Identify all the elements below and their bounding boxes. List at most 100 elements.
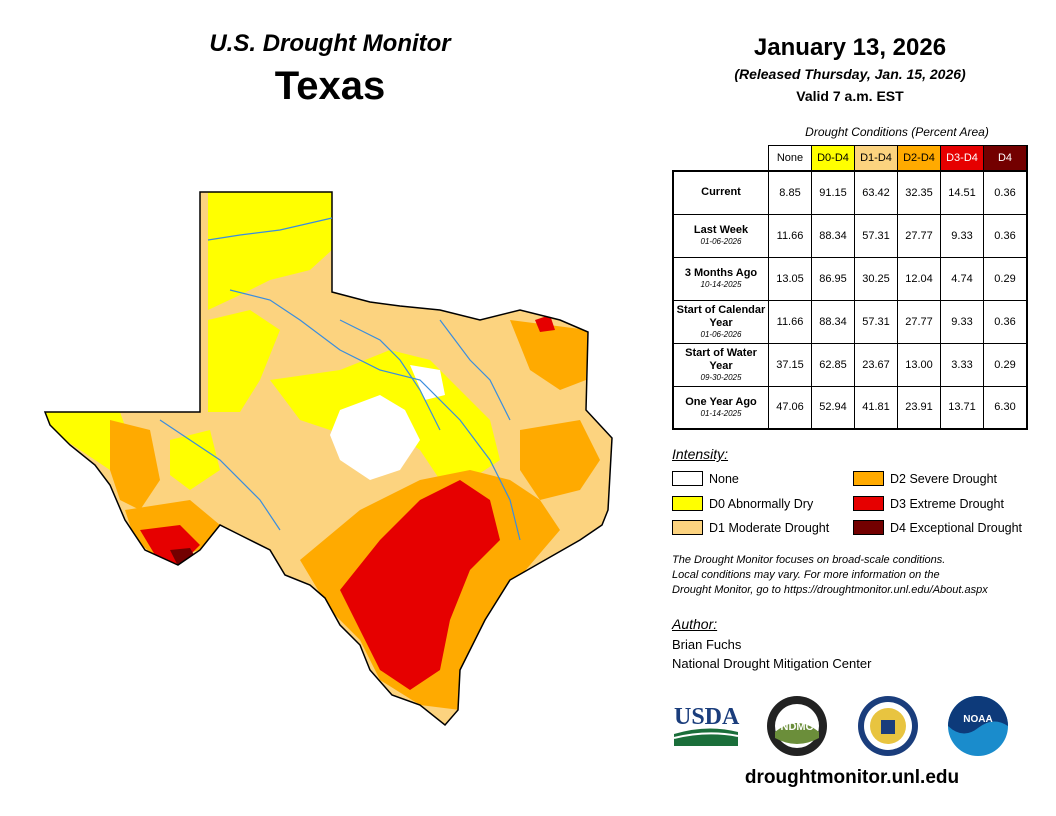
table-row: Start of Calendar Year 01-06-2026 11.66 88.…: [672, 299, 1028, 344]
row-date: 10-14-2025: [700, 280, 742, 289]
texas-drought-map: [43, 191, 613, 727]
state-name: Texas: [274, 64, 386, 108]
legend-label: D0 Abnormally Dry: [709, 496, 814, 511]
cell-value: 62.85: [811, 342, 855, 387]
table-caption: Drought Conditions (Percent Area): [805, 125, 989, 139]
usda-text: USDA: [674, 704, 740, 730]
legend-swatch: [672, 471, 703, 486]
noaa-logo: NOAA: [943, 694, 1013, 758]
d0-west: [170, 430, 220, 490]
cell-value: 88.34: [811, 299, 855, 344]
cell-value: 52.94: [811, 385, 855, 430]
d3-northeast: [535, 315, 555, 332]
cell-value: 0.29: [983, 256, 1028, 301]
legend-label: D4 Exceptional Drought: [890, 520, 1023, 535]
row-label-text: Start of Calendar Year: [676, 303, 766, 329]
none-north: [410, 365, 445, 400]
intensity-label: Intensity:: [672, 446, 729, 462]
cell-value: 0.36: [983, 213, 1028, 258]
col-header-d3-d4: D3-D4: [940, 145, 984, 172]
ndmc-logo: NDMC: [762, 694, 832, 758]
cell-value: 11.66: [768, 213, 812, 258]
col-header-d4: D4: [983, 145, 1028, 172]
cell-value: 41.81: [854, 385, 898, 430]
cell-value: 12.04: [897, 256, 941, 301]
cell-value: 13.71: [940, 385, 984, 430]
row-label-text: Start of Water Year: [685, 346, 757, 372]
cell-value: 0.29: [983, 342, 1028, 387]
cell-value: 13.05: [768, 256, 812, 301]
table-row: Start of Water Year 09-30-2025 37.15 62.85 2…: [672, 342, 1028, 387]
row-label-text: One Year Ago: [685, 395, 757, 408]
cell-value: 0.36: [983, 299, 1028, 344]
disclaimer-note: The Drought Monitor focuses on broad-sca…: [672, 553, 1042, 598]
cell-value: 32.35: [897, 170, 941, 215]
cell-value: 27.77: [897, 299, 941, 344]
none-central: [330, 395, 420, 480]
legend-item: D2 Severe Drought: [853, 471, 997, 486]
row-date: 01-06-2026: [700, 329, 742, 339]
legend-item: D1 Moderate Drought: [672, 520, 829, 535]
legend-label: None: [709, 471, 739, 486]
legend-label: D3 Extreme Drought: [890, 496, 1004, 511]
legend-item: D4 Exceptional Drought: [853, 520, 1022, 535]
row-label: Current: [672, 170, 769, 215]
cell-value: 57.31: [854, 299, 898, 344]
legend-item: D0 Abnormally Dry: [672, 496, 813, 511]
author-name: Brian Fuchs: [672, 637, 742, 652]
legend-swatch: [672, 520, 703, 535]
map-title: U.S. Drought Monitor: [209, 30, 451, 57]
cell-value: 9.33: [940, 299, 984, 344]
cell-value: 11.66: [768, 299, 812, 344]
d0-south-plains: [208, 310, 280, 412]
row-label-text: Current: [701, 186, 741, 199]
texas-outline: [43, 191, 613, 727]
d0-panhandle: [208, 192, 332, 310]
col-header-d0-d4: D0-D4: [811, 145, 855, 172]
legend-swatch: [853, 471, 884, 486]
table-row: Current 8.85 91.15 63.42 32.35 14.51 0.36: [672, 170, 1028, 215]
col-header-d2-d4: D2-D4: [897, 145, 941, 172]
cell-value: 0.36: [983, 170, 1028, 215]
d2-northeast: [510, 320, 588, 390]
col-header-d1-d4: D1-D4: [854, 145, 898, 172]
ndmc-text: NDMC: [781, 721, 814, 733]
author-org: National Drought Mitigation Center: [672, 656, 872, 671]
cell-value: 6.30: [983, 385, 1028, 430]
cell-value: 13.00: [897, 342, 941, 387]
row-label: Start of Water Year 09-30-2025: [672, 342, 769, 387]
table-row: One Year Ago 01-14-2025 47.06 52.94 41.81 23.…: [672, 385, 1028, 430]
table-row: Last Week 01-06-2026 11.66 88.34 57.31 27.77 9…: [672, 213, 1028, 258]
table-row: 3 Months Ago 10-14-2025 13.05 86.95 30.25 12.…: [672, 256, 1028, 301]
website-url[interactable]: droughtmonitor.unl.edu: [744, 767, 960, 788]
cell-value: 23.67: [854, 342, 898, 387]
drought-areas: [45, 192, 612, 725]
note-line: Local conditions may vary. For more info…: [672, 569, 940, 581]
note-line[interactable]: Drought Monitor, go to https://droughtmo…: [672, 584, 988, 596]
row-label: One Year Ago 01-14-2025: [672, 385, 769, 430]
legend-swatch: [853, 496, 884, 511]
cell-value: 4.74: [940, 256, 984, 301]
cell-value: 63.42: [854, 170, 898, 215]
legend-swatch: [853, 520, 884, 535]
legend-item: None: [672, 471, 739, 486]
legend-item: D3 Extreme Drought: [853, 496, 1004, 511]
d2-far-west: [110, 420, 160, 510]
row-label: 3 Months Ago 10-14-2025: [672, 256, 769, 301]
legend-label: D1 Moderate Drought: [709, 520, 830, 535]
legend-swatch: [672, 496, 703, 511]
row-label: Last Week 01-06-2026: [672, 213, 769, 258]
cell-value: 86.95: [811, 256, 855, 301]
row-date: 01-14-2025: [700, 408, 742, 418]
row-label-text: 3 Months Ago: [684, 267, 758, 279]
row-date: 01-06-2026: [700, 237, 742, 246]
d3-central-south: [340, 480, 500, 690]
cell-value: 88.34: [811, 213, 855, 258]
cell-value: 9.33: [940, 213, 984, 258]
cell-value: 3.33: [940, 342, 984, 387]
col-header-none: None: [768, 145, 812, 172]
cell-value: 47.06: [768, 385, 812, 430]
commerce-seal-logo: [853, 694, 923, 758]
map-date: January 13, 2026: [753, 34, 947, 61]
table-body: Current 8.85 91.15 63.42 32.35 14.51 0.36 Last …: [672, 170, 1028, 430]
